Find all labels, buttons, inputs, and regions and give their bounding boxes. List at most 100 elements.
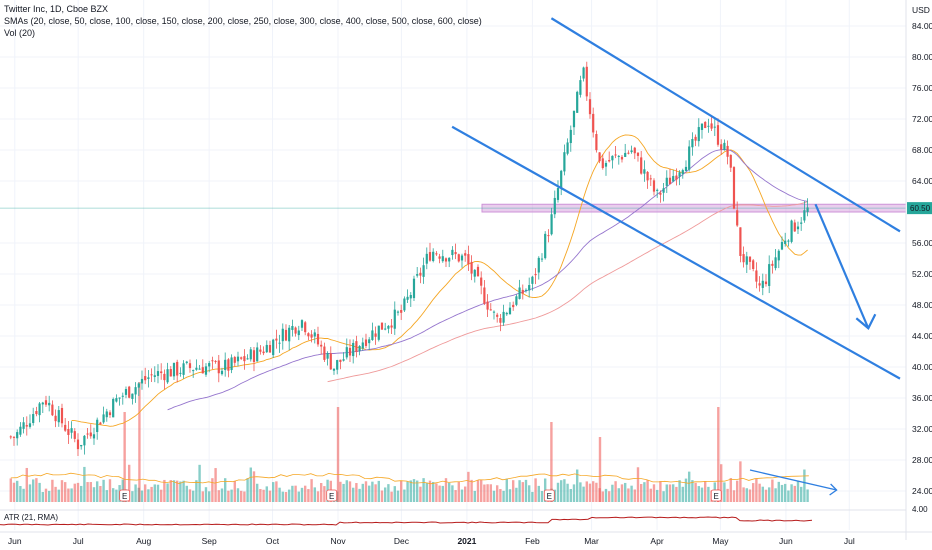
volume-bar	[383, 487, 387, 502]
candle-body	[345, 347, 348, 358]
volume-bar	[553, 489, 556, 502]
candle-body	[425, 253, 428, 264]
candle-body	[92, 434, 96, 439]
volume-bar	[633, 489, 636, 502]
volume-bar	[495, 485, 499, 502]
candle-body	[297, 330, 300, 336]
volume-bar	[159, 489, 163, 502]
candle-body	[246, 358, 249, 360]
time-tick-label: Apr	[650, 536, 663, 546]
volume-bar	[172, 480, 176, 502]
candle-body	[780, 242, 784, 250]
volume-bar	[755, 478, 758, 502]
trend-channel[interactable]	[451, 17, 901, 496]
volume-bar	[163, 479, 166, 502]
candle-body	[467, 254, 470, 265]
sma-line	[71, 134, 808, 427]
candle-body	[601, 158, 604, 169]
volume-bar	[179, 481, 182, 502]
sma-legend[interactable]: SMAs (20, close, 50, close, 100, close, …	[4, 16, 482, 26]
volume-bar	[227, 490, 230, 502]
volume-bar	[636, 467, 640, 502]
candle-body	[608, 160, 611, 162]
candle-body	[499, 318, 502, 323]
volume-bar	[575, 469, 579, 502]
volume-trend-arrow	[749, 469, 837, 491]
candle-body	[294, 327, 297, 334]
volume-legend[interactable]: Vol (20)	[4, 28, 36, 38]
volume-bar	[25, 467, 28, 502]
atr-label: ATR (21, RMA)	[4, 513, 58, 522]
volume-bar	[95, 481, 99, 502]
candle-body	[137, 383, 140, 388]
candle-body	[547, 235, 550, 237]
volume-bar	[678, 480, 681, 502]
volume-bar	[732, 490, 736, 502]
candle-body	[777, 250, 780, 261]
time-tick-label: Jun	[8, 536, 22, 546]
candle-body	[678, 172, 681, 177]
volume-bar	[70, 488, 73, 502]
candle-body	[739, 227, 742, 256]
volume-bar	[214, 468, 217, 502]
candle-body	[185, 361, 188, 363]
candle-body	[70, 428, 73, 433]
volume-bar	[684, 478, 688, 502]
candle-body	[406, 296, 409, 300]
volume-bar	[393, 486, 396, 502]
candle-body	[41, 402, 44, 405]
candle-body	[672, 176, 675, 182]
volume-bar	[38, 482, 41, 502]
candle-body	[768, 264, 771, 286]
time-axis[interactable]: Jun Jul Aug Sep Oct Nov Dec 2021 Feb Mar Apr May Jun…	[0, 531, 932, 546]
candle-body	[473, 269, 476, 277]
candle-body	[726, 145, 729, 157]
volume-bar	[316, 491, 320, 502]
volume-bar	[617, 488, 620, 502]
candle-body	[444, 258, 448, 262]
volume-bar	[310, 479, 313, 502]
earnings-marker-label: E	[122, 492, 127, 501]
time-tick-label: Sep	[202, 536, 217, 546]
symbol-title[interactable]: Twitter Inc, 1D, Cboe BZX	[4, 4, 109, 14]
candle-body	[662, 188, 665, 193]
volume-bar	[662, 491, 665, 502]
volume-bar	[230, 489, 233, 502]
volume-bar	[652, 484, 656, 502]
volume-bar	[483, 484, 486, 502]
candle-body	[288, 327, 291, 342]
volume-bar	[259, 489, 262, 502]
candle-body	[348, 347, 352, 356]
candle-body	[758, 283, 761, 286]
volume-bar	[419, 486, 422, 502]
volume-bar	[505, 478, 508, 502]
candle-body	[457, 254, 460, 262]
candle-body	[51, 404, 54, 416]
candle-body	[201, 367, 204, 374]
volume-bar	[111, 488, 115, 502]
volume-bar	[681, 486, 684, 502]
volume-bar	[783, 483, 787, 502]
candle-body	[265, 344, 268, 353]
candle-body	[332, 368, 336, 371]
price-tick-label: 76.00	[912, 83, 932, 93]
candle-body	[723, 142, 726, 150]
volume-bar	[614, 481, 617, 502]
volume-bar	[105, 490, 108, 502]
volume-bar	[649, 488, 652, 502]
volume-bar	[441, 485, 444, 502]
volume-bar	[534, 478, 537, 502]
volume-bar	[355, 483, 358, 502]
price-axis[interactable]: 84.00 80.00 76.00 72.00 68.00 64.00 56.00 52.00…	[905, 0, 932, 540]
candle-body	[774, 257, 777, 269]
candle-body	[211, 360, 214, 362]
candle-body	[374, 333, 377, 337]
volume-spike	[717, 407, 720, 502]
candle-body	[528, 285, 531, 291]
volume-bar	[729, 478, 732, 502]
volume-bar	[348, 481, 352, 502]
volume-bar	[799, 486, 803, 502]
volume-bar	[675, 486, 678, 502]
